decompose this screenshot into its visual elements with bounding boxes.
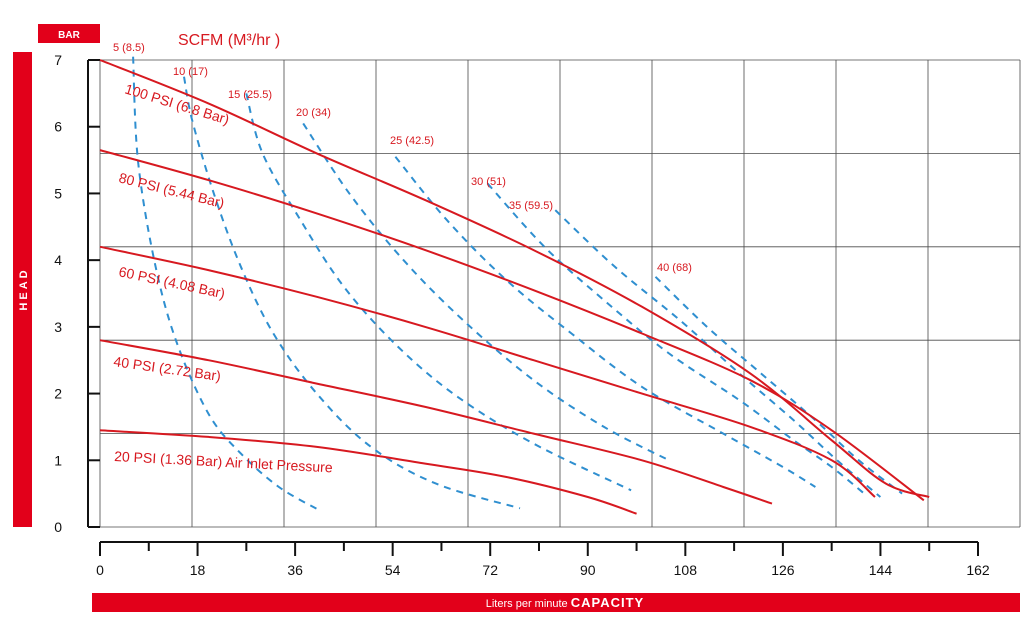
pressure-curve: [99, 245, 876, 498]
airflow-curve: [486, 182, 865, 495]
y-tick-label: 5: [54, 185, 62, 201]
x-tick-label: 162: [966, 562, 990, 578]
x-tick-label: 36: [287, 562, 303, 578]
x-tick-label: 54: [385, 562, 401, 578]
y-tick-label: 0: [54, 519, 62, 535]
pressure-curve-label: 80 PSI (5.44 Bar): [117, 169, 226, 211]
chart-title: SCFM (M³/hr ): [178, 32, 280, 49]
airflow-curve: [183, 76, 521, 510]
airflow-curve-label: 5 (8.5): [113, 42, 145, 54]
y-tick-label: 1: [54, 452, 62, 468]
airflow-curve-label: 15 (25.5): [228, 89, 272, 101]
airflow-curve: [302, 122, 670, 462]
pressure-curve-label: 40 PSI (2.72 Bar): [113, 353, 222, 384]
y-tick-label: 6: [54, 119, 62, 135]
x-tick-label: 144: [869, 562, 893, 578]
airflow-curve-label: 35 (59.5): [509, 200, 553, 212]
pressure-curve: [99, 59, 930, 498]
y-axis-title: HEAD: [18, 267, 30, 310]
pressure-curve: [99, 149, 925, 502]
unit-badge-label: BAR: [58, 30, 80, 41]
airflow-curve-label: 20 (34): [296, 107, 331, 119]
pressure-curve-label: 20 PSI (1.36 Bar) Air Inlet Pressure: [114, 448, 333, 475]
x-tick-label: 72: [482, 562, 498, 578]
pressure-curve-label: 60 PSI (4.08 Bar): [117, 263, 226, 301]
pressure-curve: [99, 339, 773, 505]
x-axis-bar: [92, 593, 1020, 612]
airflow-curve-label: 30 (51): [471, 176, 506, 188]
y-tick-label: 7: [54, 52, 62, 68]
pressure-curves: [99, 59, 930, 515]
airflow-curve-label: 40 (68): [657, 262, 692, 274]
grid: [99, 59, 1021, 528]
y-axis-bar: [13, 52, 32, 527]
airflow-curve: [394, 156, 816, 488]
x-tick-label: 18: [190, 562, 206, 578]
airflow-curve: [554, 209, 882, 498]
x-axis-title-light: Liters per minute: [486, 598, 568, 610]
x-tick-label: 90: [580, 562, 596, 578]
airflow-curve: [132, 56, 320, 512]
y-tick-label: 3: [54, 319, 62, 335]
airflow-curves: [132, 56, 903, 512]
x-tick-label: 108: [674, 562, 698, 578]
x-axis-title-bold: CAPACITY: [571, 595, 644, 610]
pressure-curve: [99, 429, 637, 515]
x-tick-label: 126: [771, 562, 795, 578]
airflow-curve: [245, 93, 632, 492]
airflow-curve-label: 25 (42.5): [390, 135, 434, 147]
axes: 0 1 2 3 4 5 6 7 0 18 36 54 72 90 108 126 144 162: [54, 52, 990, 578]
airflow-curve: [654, 276, 903, 495]
y-tick-label: 4: [54, 252, 62, 268]
pressure-curve-label: 100 PSI (6.8 Bar): [123, 81, 231, 128]
airflow-curve-label: 10 (17): [173, 66, 208, 78]
x-axis-title: Liters per minute CAPACITY: [486, 595, 644, 610]
y-tick-label: 2: [54, 386, 62, 402]
x-tick-label: 0: [96, 562, 104, 578]
unit-badge: [38, 24, 100, 43]
